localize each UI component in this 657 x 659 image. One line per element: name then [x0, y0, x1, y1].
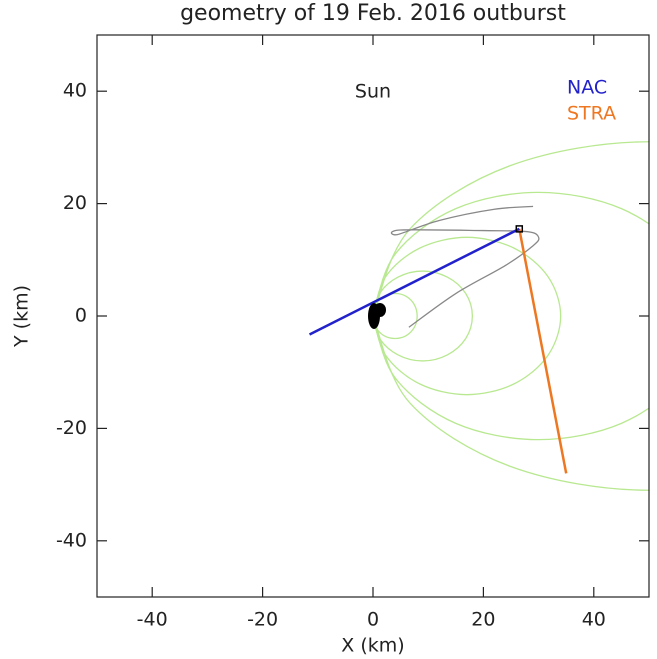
series-line: [372, 191, 649, 441]
y-tick-label: -40: [56, 529, 87, 551]
x-axis-label: X (km): [341, 635, 404, 657]
series-line: [390, 205, 540, 328]
series-line: [372, 141, 649, 491]
legend-label: NAC: [567, 77, 607, 99]
x-tick-label: 0: [367, 609, 379, 631]
plot-area: [308, 141, 649, 491]
series-line: [308, 227, 520, 336]
x-tick-label: 20: [471, 609, 495, 631]
series-line: [372, 270, 474, 362]
y-tick-label: -20: [56, 417, 87, 439]
series-line: [372, 236, 562, 396]
annotation: Sun: [355, 81, 391, 103]
y-tick-label: 40: [63, 80, 87, 102]
nucleus-lobe: [374, 303, 386, 317]
series-line: [518, 228, 568, 474]
x-tick-label: 40: [582, 609, 606, 631]
y-axis-label: Y (km): [11, 285, 33, 348]
spacecraft-marker: [515, 225, 524, 233]
x-tick-label: -40: [137, 609, 168, 631]
y-tick-label: 20: [63, 192, 87, 214]
y-tick-label: 0: [75, 305, 87, 327]
legend-label: STRA: [567, 103, 616, 125]
x-tick-label: -20: [247, 609, 278, 631]
chart-title: geometry of 19 Feb. 2016 outburst: [180, 1, 566, 26]
